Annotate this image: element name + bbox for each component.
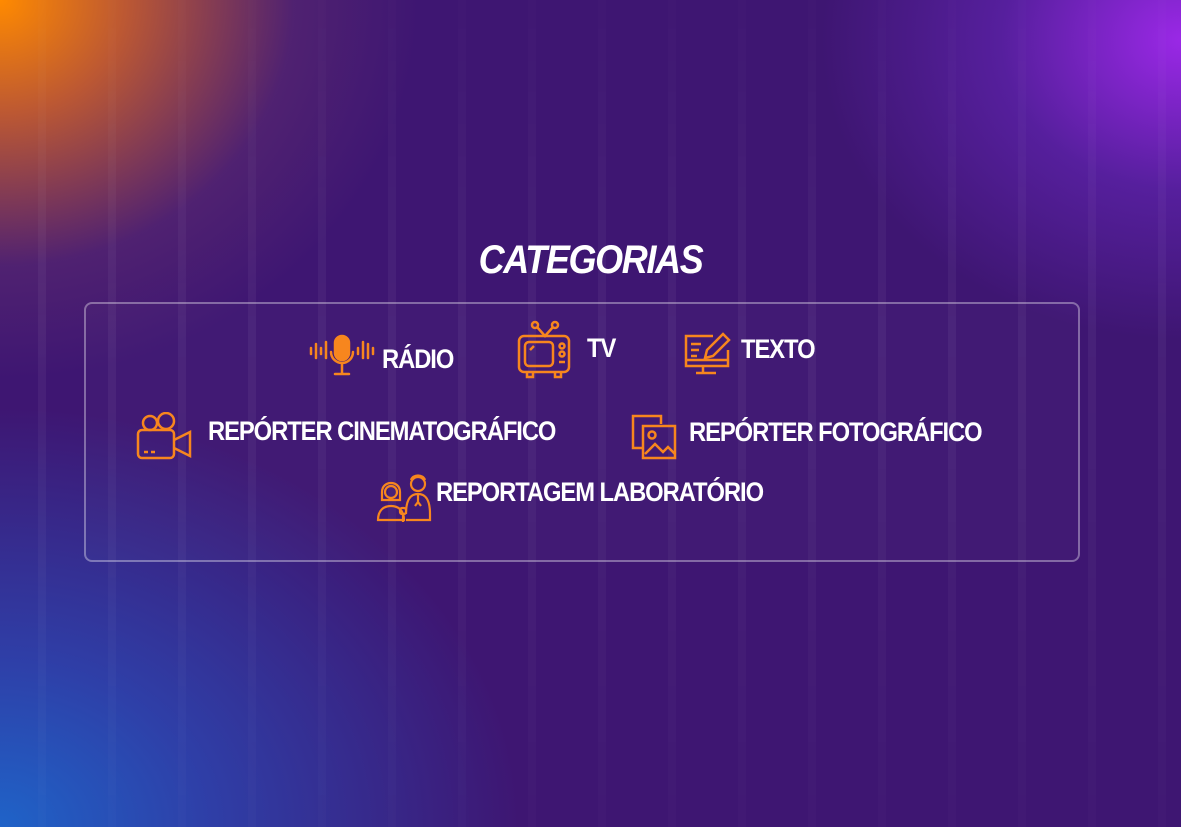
category-reportagem-laboratorio[interactable]: REPORTAGEM LABORATÓRIO [376,470,808,526]
video-camera-icon [136,412,192,460]
category-radio[interactable]: RÁDIO [308,334,463,378]
category-label: REPORTAGEM LABORATÓRIO [436,476,764,507]
category-reporter-cinematografico[interactable]: REPÓRTER CINEMATOGRÁFICO [136,412,603,462]
categories-panel [84,302,1080,562]
category-label: TEXTO [741,333,816,364]
photo-icon [631,414,677,460]
category-texto[interactable]: TEXTO [683,332,825,378]
category-label: TV [587,332,616,363]
page-title: CATEGORIAS [478,238,704,282]
reporters-icon [376,474,432,522]
tv-icon [517,320,571,379]
category-label: REPÓRTER CINEMATOGRÁFICO [208,415,556,446]
category-label: RÁDIO [382,343,454,374]
category-reporter-fotografico[interactable]: REPÓRTER FOTOGRÁFICO [631,414,1022,460]
category-tv[interactable]: TV [517,320,619,380]
monitor-pencil-icon [684,332,731,375]
microphone-icon [309,334,375,376]
category-label: REPÓRTER FOTOGRÁFICO [689,416,983,447]
